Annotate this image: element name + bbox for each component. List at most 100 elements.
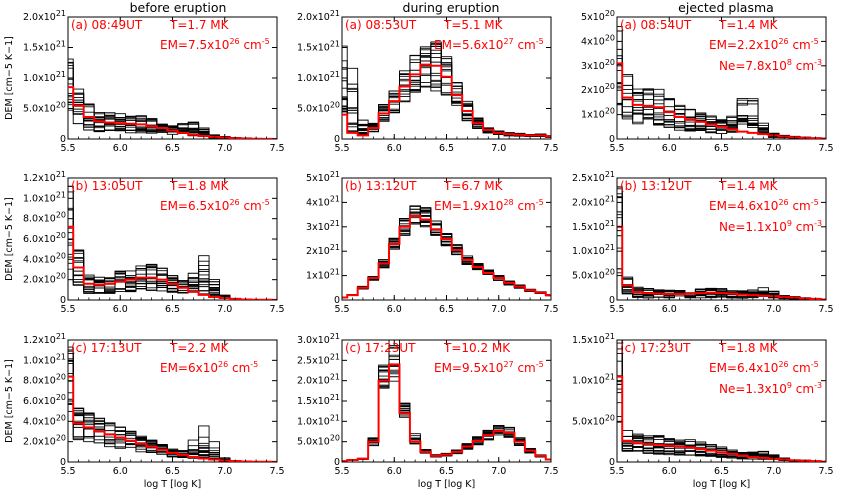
mc-curve <box>342 376 551 462</box>
mc-curve <box>342 44 551 137</box>
x-tick-label: 6.5 <box>714 143 729 154</box>
best-fit-curve <box>617 225 826 300</box>
mc-curve <box>342 205 551 299</box>
x-ticks: 5.5 6.0 6.5 7.0 7.5 <box>609 17 834 154</box>
mc-curve <box>342 365 551 462</box>
y-tick-label: 0 <box>609 457 615 468</box>
x-ticks: 5.5 6.0 6.5 7.0 7.5 <box>609 178 834 315</box>
y-tick-label: 2x1021 <box>306 243 340 257</box>
column-titles: before eruption during eruption ejected … <box>130 0 774 15</box>
y-axis-label: DEM [cm−5 K−1] <box>4 36 15 120</box>
x-tick-label: 5.5 <box>60 304 75 315</box>
panel-annotation: (b) 13:12UT T=1.4 MK EM=4.6x1026 cm-5 Ne=1.… <box>620 179 822 234</box>
mc-curve <box>342 207 551 298</box>
y-tick-label: 3.0x1021 <box>297 332 340 346</box>
y-tick-label: 0 <box>609 134 615 145</box>
x-tick-label: 7.0 <box>491 466 506 477</box>
x-ticks: 5.5 6.0 6.5 7.0 7.5 <box>334 17 559 154</box>
temperature-label: T=1.8 MK <box>718 341 779 355</box>
y-tick-label: 5x1021 <box>306 170 340 184</box>
x-tick-label: 7.5 <box>269 466 284 477</box>
panel-label: (b) 13:12UT <box>620 179 692 193</box>
y-tick-label: 2.0x1020 <box>23 434 66 448</box>
x-ticks: 5.5 6.0 6.5 7.0 7.5 <box>609 340 834 477</box>
y-ticks: 0 5.0x1020 1.0x1021 1.5x1021 <box>572 332 826 468</box>
mc-curve <box>342 46 551 138</box>
mc-curve <box>342 205 551 299</box>
dem-curves <box>68 346 277 462</box>
panel-annotation: (c) 17:13UT T=2.2 MK EM=6x1026 cm-5 <box>71 341 258 375</box>
dem-curves <box>617 186 826 300</box>
y-tick-label: 1.0x1021 <box>572 373 615 387</box>
emission-measure-label: EM=6.5x1026 cm-5 <box>160 198 270 213</box>
x-tick-label: 7.5 <box>818 466 833 477</box>
mc-curve <box>68 209 277 300</box>
mc-curve <box>342 371 551 462</box>
plot-frame <box>67 339 278 463</box>
panel-annotation: (c) 17:23UT T=1.8 MK EM=6.4x1026 cm-5 Ne=1.… <box>620 341 822 396</box>
y-tick-label: 1.5x1021 <box>572 332 615 346</box>
y-tick-label: 1.2x1021 <box>23 170 66 184</box>
y-tick-label: 1.0x1021 <box>572 243 615 257</box>
y-tick-label: 2.0x1021 <box>297 373 340 387</box>
x-ticks: 5.5 6.0 6.5 7.0 7.5 <box>60 340 285 477</box>
x-tick-label: 7.5 <box>543 143 558 154</box>
x-tick-label: 7.0 <box>766 143 781 154</box>
panel-label: (c) 17:13UT <box>71 341 142 355</box>
emission-measure-label: EM=7.5x1026 cm-5 <box>160 37 270 52</box>
y-tick-label: 1.0x1021 <box>23 190 66 204</box>
y-tick-label: 2.0x1021 <box>297 9 340 23</box>
y-tick-label: 6.0x1020 <box>23 231 66 245</box>
x-tick-label: 7.0 <box>491 143 506 154</box>
x-tick-label: 7.5 <box>818 304 833 315</box>
density-label: Ne=1.1x109 cm-3 <box>719 219 822 234</box>
y-axis-label: DEM [cm−5 K−1] <box>4 359 15 443</box>
dem-panel-1-1: 5.5 6.0 6.5 7.0 7.5 0 5.0x1020 1.0x1021 1.5x1021… <box>4 9 285 154</box>
y-tick-label: 1.5x1021 <box>23 40 66 54</box>
x-tick-label: 5.5 <box>334 304 349 315</box>
y-tick-label: 1.0x1021 <box>297 413 340 427</box>
y-tick-label: 0 <box>334 134 340 145</box>
panel-label: (c) 17:23UT <box>345 341 416 355</box>
temperature-label: T=1.4 MK <box>718 179 779 193</box>
y-tick-label: 0 <box>334 295 340 306</box>
temperature-label: T=2.2 MK <box>169 341 230 355</box>
dem-panel-3-1: 5.5 6.0 6.5 7.0 7.5 0 2.0x1020 4.0x1020 6.0x1020… <box>4 332 285 490</box>
x-tick-label: 5.5 <box>334 466 349 477</box>
x-ticks: 5.5 6.0 6.5 7.0 7.5 <box>60 17 285 154</box>
x-tick-label: 7.5 <box>269 304 284 315</box>
x-tick-label: 7.0 <box>217 304 232 315</box>
panel-annotation: (b) 13:05UT T=1.8 MK EM=6.5x1026 cm-5 <box>71 179 270 213</box>
x-tick-label: 6.0 <box>662 466 677 477</box>
y-tick-label: 1x1021 <box>306 268 340 282</box>
y-ticks: 0 1x1020 2x1020 3x1020 4x1020 5x1020 <box>581 9 826 145</box>
y-tick-label: 1.2x1021 <box>23 332 66 346</box>
x-ticks: 5.5 6.0 6.5 7.0 7.5 <box>334 340 559 477</box>
x-tick-label: 5.5 <box>609 466 624 477</box>
x-tick-label: 6.5 <box>439 466 454 477</box>
x-ticks: 5.5 6.0 6.5 7.0 7.5 <box>334 178 559 315</box>
y-tick-label: 0 <box>334 457 340 468</box>
y-tick-label: 1.5x1021 <box>297 40 340 54</box>
best-fit-curve <box>342 63 551 138</box>
dem-panel-1-2: 5.5 6.0 6.5 7.0 7.5 0 5.0x1020 1.0x1021 1.5x1021… <box>297 9 559 154</box>
mc-curve <box>617 92 826 139</box>
mc-curve <box>617 92 826 139</box>
temperature-label: T=10.2 MK <box>443 341 511 355</box>
y-tick-label: 1x1020 <box>581 107 615 121</box>
dem-panel-2-1: 5.5 6.0 6.5 7.0 7.5 0 2.0x1020 4.0x1020 6.0x1020… <box>4 170 285 315</box>
x-tick-label: 5.5 <box>60 143 75 154</box>
y-ticks: 0 5.0x1020 1.0x1021 1.5x1021 2.0x1021 2.5x102… <box>297 332 551 468</box>
x-tick-label: 7.5 <box>818 143 833 154</box>
density-label: Ne=1.3x109 cm-3 <box>719 381 822 396</box>
panel-annotation: (a) 08:54UT T=1.4 MK EM=2.2x1026 cm-5 Ne=7.… <box>620 18 822 73</box>
emission-measure-label: EM=1.9x1028 cm-5 <box>434 198 544 213</box>
y-tick-label: 8.0x1020 <box>23 211 66 225</box>
dem-panel-2-2: 5.5 6.0 6.5 7.0 7.5 0 1x1021 2x1021 3x1021 4x1021… <box>306 170 559 315</box>
best-fit-curve <box>68 86 277 139</box>
mc-curve <box>342 208 551 299</box>
y-tick-label: 1.0x1021 <box>23 352 66 366</box>
mc-curve <box>342 209 551 298</box>
y-tick-label: 1.5x1021 <box>572 219 615 233</box>
dem-curves <box>342 340 551 462</box>
